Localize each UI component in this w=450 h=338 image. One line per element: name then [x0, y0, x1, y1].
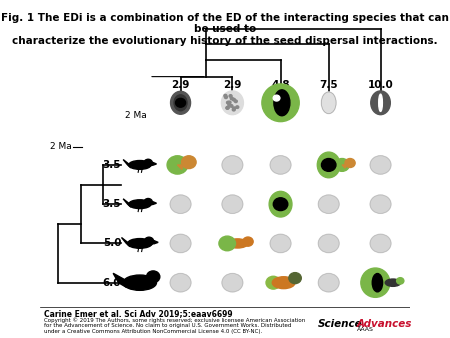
Text: 6.0: 6.0 [103, 278, 122, 288]
Circle shape [273, 95, 280, 101]
Circle shape [226, 106, 229, 109]
Circle shape [232, 98, 235, 101]
Polygon shape [177, 165, 182, 170]
Ellipse shape [361, 268, 390, 297]
Circle shape [345, 159, 355, 168]
Circle shape [230, 105, 233, 107]
Text: Science: Science [318, 319, 362, 329]
Circle shape [170, 234, 191, 252]
Ellipse shape [262, 84, 299, 122]
Ellipse shape [385, 279, 401, 286]
Text: Fig. 1 The EDi is a combination of the ED of the interacting species that can be: Fig. 1 The EDi is a combination of the E… [1, 13, 449, 46]
Text: Copyright © 2019 The Authors, some rights reserved; exclusive licensee American : Copyright © 2019 The Authors, some right… [44, 317, 305, 334]
Circle shape [370, 195, 391, 213]
Text: 7.5: 7.5 [320, 80, 338, 90]
Circle shape [233, 107, 235, 110]
Circle shape [226, 107, 229, 109]
Polygon shape [123, 199, 131, 207]
Circle shape [170, 195, 191, 213]
Ellipse shape [221, 91, 243, 115]
Circle shape [396, 277, 404, 284]
Ellipse shape [227, 239, 248, 248]
Circle shape [182, 156, 196, 169]
Circle shape [318, 273, 339, 292]
Ellipse shape [274, 90, 290, 116]
Text: Carine Emer et al. Sci Adv 2019;5:eaav6699: Carine Emer et al. Sci Adv 2019;5:eaav66… [44, 310, 232, 318]
Circle shape [219, 236, 235, 251]
Circle shape [224, 94, 227, 97]
Polygon shape [153, 240, 158, 244]
Text: 10.0: 10.0 [368, 80, 393, 90]
Circle shape [318, 234, 339, 252]
Ellipse shape [129, 161, 151, 169]
Text: 5.0: 5.0 [103, 238, 122, 248]
Ellipse shape [371, 91, 390, 115]
Ellipse shape [123, 275, 157, 290]
Circle shape [222, 156, 243, 174]
Text: 3.5: 3.5 [103, 199, 122, 209]
Polygon shape [113, 273, 126, 287]
Ellipse shape [379, 94, 382, 112]
Circle shape [243, 237, 253, 246]
Ellipse shape [174, 95, 187, 111]
Circle shape [232, 108, 235, 111]
Circle shape [144, 159, 153, 167]
Circle shape [226, 101, 230, 104]
Ellipse shape [269, 191, 292, 217]
Circle shape [228, 101, 231, 104]
Circle shape [222, 195, 243, 213]
Circle shape [335, 159, 349, 171]
Ellipse shape [128, 239, 152, 248]
Circle shape [370, 234, 391, 252]
Ellipse shape [129, 200, 151, 209]
Circle shape [270, 234, 291, 252]
Circle shape [147, 271, 160, 283]
Text: 2.9: 2.9 [171, 80, 190, 90]
Ellipse shape [272, 277, 295, 289]
Polygon shape [122, 238, 130, 247]
Ellipse shape [171, 91, 190, 114]
Ellipse shape [321, 92, 336, 114]
Circle shape [318, 195, 339, 213]
Circle shape [270, 156, 291, 174]
Circle shape [228, 103, 231, 106]
Text: AAAS: AAAS [356, 327, 374, 332]
Polygon shape [123, 160, 131, 168]
Circle shape [289, 273, 302, 284]
Circle shape [273, 198, 288, 211]
Text: 4.8: 4.8 [271, 80, 290, 90]
Circle shape [144, 237, 153, 245]
Circle shape [370, 156, 391, 174]
Circle shape [167, 156, 188, 174]
Circle shape [234, 100, 237, 103]
Circle shape [229, 95, 232, 97]
Polygon shape [152, 162, 157, 165]
Text: 2.9: 2.9 [223, 80, 242, 90]
Circle shape [230, 97, 233, 100]
Circle shape [222, 273, 243, 292]
Ellipse shape [372, 273, 382, 292]
Text: 2 Ma: 2 Ma [50, 142, 71, 151]
Circle shape [266, 276, 280, 289]
Circle shape [170, 273, 191, 292]
Circle shape [321, 159, 336, 171]
Circle shape [236, 106, 239, 108]
Circle shape [176, 98, 185, 107]
Text: 2 Ma: 2 Ma [126, 111, 147, 120]
Polygon shape [342, 165, 345, 168]
Polygon shape [152, 201, 157, 205]
Text: Advances: Advances [356, 319, 412, 329]
Text: 3.5: 3.5 [103, 160, 122, 170]
Circle shape [144, 198, 153, 206]
Circle shape [225, 96, 227, 99]
Ellipse shape [317, 152, 340, 178]
